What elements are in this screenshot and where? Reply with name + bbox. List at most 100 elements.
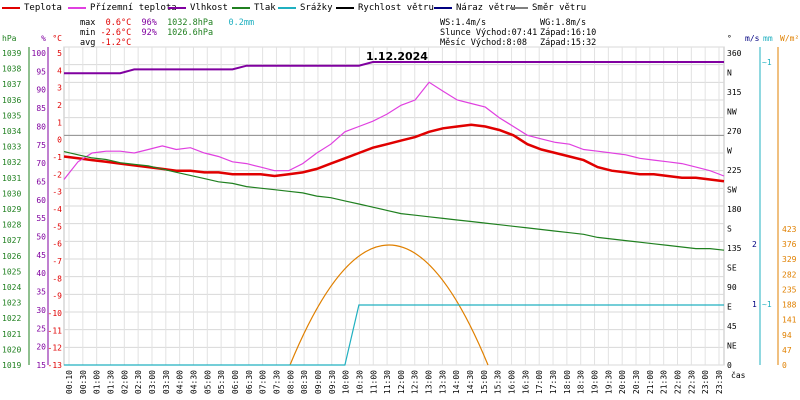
axis-tick-label: 47 <box>782 346 792 355</box>
axis-tick-label: 1028 <box>2 221 21 230</box>
series-line-tlak <box>63 151 725 251</box>
axis-tick-label: 2 <box>57 101 62 110</box>
x-tick-label: 20:00 <box>618 370 627 394</box>
legend-swatch-icon <box>2 6 20 9</box>
x-tick-label: 23:00 <box>701 370 710 394</box>
legend: Teplota Přízemní teplota Vlhkost Tlak Sr… <box>0 2 800 16</box>
axis-tick-label: -11 <box>48 326 63 335</box>
axis-tick-label: 40 <box>36 269 46 278</box>
legend-label: Přízemní teplota <box>90 3 177 13</box>
legend-label: Náraz větru <box>456 3 516 13</box>
legend-swatch-icon <box>278 6 296 9</box>
axis-tick-label: 3 <box>57 84 62 93</box>
axis-tick-label: 141 <box>782 316 797 325</box>
axis-tick-label: 75 <box>36 141 46 150</box>
x-tick-label: 17:00 <box>535 370 544 394</box>
axis-tick-label: 1037 <box>2 80 21 89</box>
axis-tick-label: 1031 <box>2 174 21 183</box>
legend-item: Srážky <box>278 2 333 14</box>
x-tick-label: 21:30 <box>660 370 669 394</box>
legend-swatch-icon <box>168 6 186 9</box>
axis-tick-label: 0 <box>57 136 62 145</box>
series-line-vlhkost <box>64 61 724 75</box>
legend-label: Vlhkost <box>190 3 228 13</box>
axis-tick-label: -13 <box>48 361 63 370</box>
axis-tick-label: 1039 <box>2 49 21 58</box>
x-tick-label: 01:00 <box>93 370 102 394</box>
x-tick-label: 08:30 <box>300 370 309 394</box>
x-tick-label: 11:30 <box>383 370 392 394</box>
axis-tick-label: 1026 <box>2 252 21 261</box>
axis-tick-label: 180 <box>727 205 742 214</box>
x-tick-label: 16:00 <box>508 370 517 394</box>
axis-tick-label: 1022 <box>2 314 21 323</box>
legend-item: Náraz větru <box>434 2 516 14</box>
axis-tick-label: 4 <box>57 66 62 75</box>
stats-min-row: min -2.6°C 92% 1026.6hPa <box>80 28 214 38</box>
sunset: Západ:16:10 <box>540 28 597 38</box>
x-tick-label: 10:00 <box>342 370 351 394</box>
avg-temp: -1.2°C <box>100 38 132 48</box>
axis-tick-label: 55 <box>36 214 46 223</box>
axis-tick-label: 100 <box>32 49 47 58</box>
x-tick-label: 04:00 <box>176 370 185 394</box>
axis-tick-label: E <box>727 303 732 312</box>
x-tick-label: 22:30 <box>687 370 696 394</box>
axis-tick-label: -2 <box>52 170 62 179</box>
x-tick-label: 19:00 <box>591 370 600 394</box>
axis-tick-label: 20 <box>36 343 46 352</box>
axis-tick-label: 85 <box>36 104 46 113</box>
axis-tick-label: 15 <box>36 361 46 370</box>
legend-label: Tlak <box>254 3 276 13</box>
axis-label: % <box>41 34 46 43</box>
axis-tick-label: 1024 <box>2 283 21 292</box>
sunrise: Slunce Východ:07:41 <box>440 28 538 38</box>
axis-tick-label: -7 <box>52 257 62 266</box>
axis-tick-label: 360 <box>727 49 742 58</box>
axis-tick-label: 1023 <box>2 299 21 308</box>
legend-swatch-icon <box>510 6 528 9</box>
axis-tick-label: 30 <box>36 306 46 315</box>
axis-tick-label: 80 <box>36 122 46 131</box>
max-pressure: 1032.8hPa <box>167 18 214 28</box>
legend-swatch-icon <box>336 6 354 9</box>
x-tick-label: 16:30 <box>521 370 530 394</box>
axis-tick-label: -3 <box>52 188 62 197</box>
legend-label: Teplota <box>24 3 62 13</box>
x-tick-label: 02:30 <box>134 370 143 394</box>
axis-tick-label: ~1 <box>762 58 772 67</box>
axis-tick-label: NW <box>727 108 737 117</box>
axis-tick-label: 45 <box>727 322 737 331</box>
x-tick-label: 09:30 <box>328 370 337 394</box>
x-tick-label: 06:30 <box>245 370 254 394</box>
axis-tick-label: 25 <box>36 324 46 333</box>
x-tick-label: 12:00 <box>397 370 406 394</box>
axis-tick-label: 95 <box>36 67 46 76</box>
x-axis-label: čas <box>731 370 746 380</box>
axis-tick-label: 329 <box>782 255 797 264</box>
legend-label: Rychlost větru <box>358 3 434 13</box>
series-line-teplota <box>63 123 725 183</box>
axis-tick-label: 1 <box>752 300 757 309</box>
axis-tick-label: 282 <box>782 270 797 279</box>
axis-tick-label: 45 <box>36 251 46 260</box>
axis-tick-label: 423 <box>782 225 797 234</box>
axis-tick-label: 1035 <box>2 111 21 120</box>
axis-tick-label: 315 <box>727 88 742 97</box>
x-tick-label: 05:30 <box>217 370 226 394</box>
min-humidity: 92% <box>141 28 157 38</box>
x-tick-label: 13:30 <box>438 370 447 394</box>
x-tick-label: 10:30 <box>355 370 364 394</box>
axis-tick-label: 1038 <box>2 65 21 74</box>
axis-label: °C <box>52 34 62 43</box>
legend-swatch-icon <box>232 6 250 9</box>
axis-tick-label: 235 <box>782 285 797 294</box>
x-tick-label: 14:30 <box>466 370 475 394</box>
x-tick-label: 18:30 <box>577 370 586 394</box>
x-tick-label: 05:00 <box>203 370 212 394</box>
solar-radiation-curve <box>289 244 489 366</box>
axis-tick-label: 376 <box>782 240 797 249</box>
axis-tick-label: 1036 <box>2 96 21 105</box>
series-lines <box>63 61 725 366</box>
x-tick-label: 23:30 <box>715 370 724 394</box>
